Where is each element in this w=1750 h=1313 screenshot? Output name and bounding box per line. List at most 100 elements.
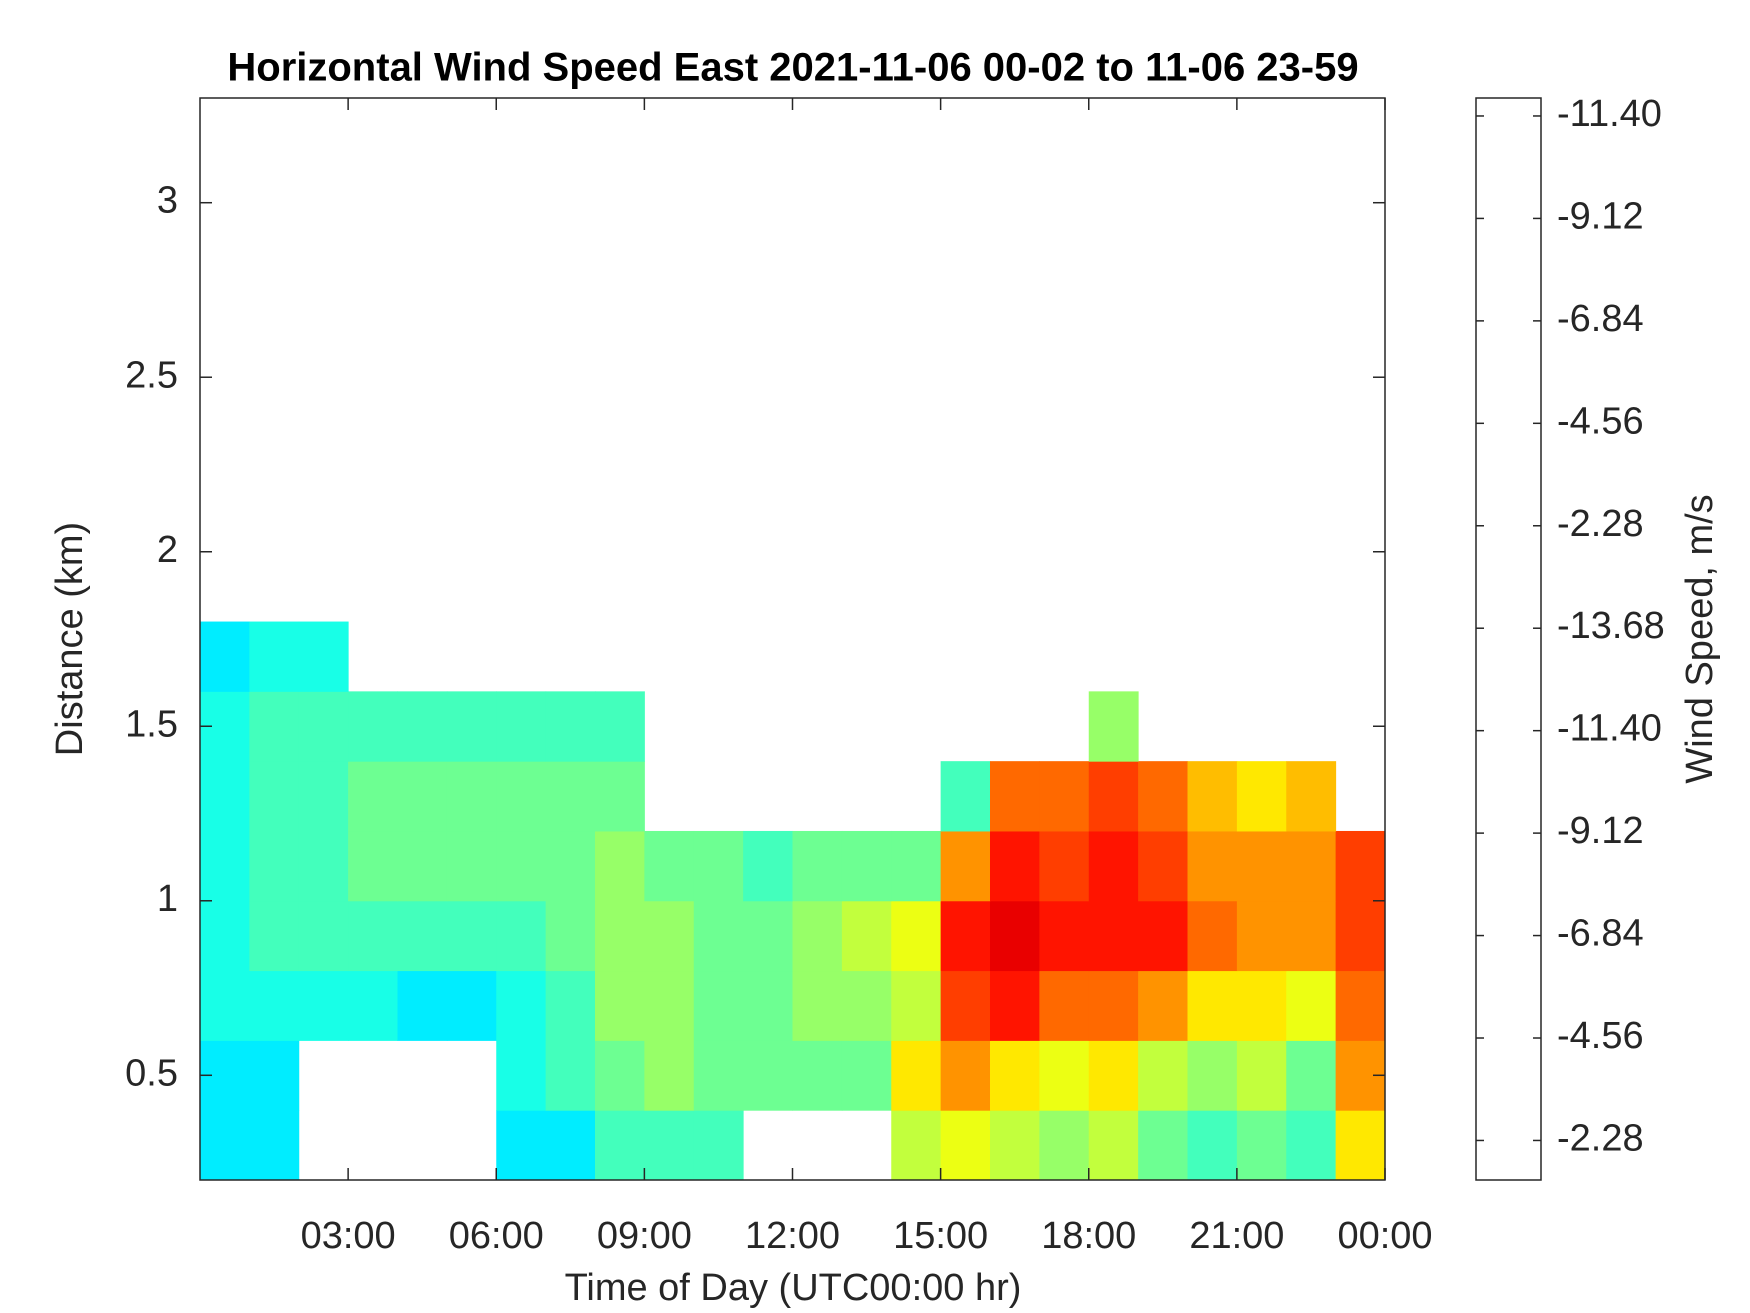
heat-cell — [990, 970, 1040, 1041]
heat-cell — [496, 1110, 547, 1181]
heat-cell — [1236, 970, 1287, 1041]
heat-cell — [298, 970, 349, 1041]
x-tick-label: 00:00 — [1337, 1215, 1432, 1257]
heat-cell — [1039, 830, 1090, 902]
heat-cell — [348, 691, 398, 762]
heat-cell — [446, 970, 497, 1041]
heat-cell — [1138, 1040, 1188, 1111]
heat-cell — [693, 900, 744, 972]
heat-cell — [1039, 1040, 1090, 1111]
heat-cell — [1187, 830, 1238, 902]
heat-cell — [446, 900, 497, 972]
heat-cell — [891, 830, 942, 902]
heat-cell — [792, 970, 843, 1041]
heat-cell — [1286, 761, 1337, 832]
heat-cell — [545, 900, 596, 972]
heat-cell — [1088, 900, 1139, 972]
heat-cell — [397, 900, 448, 972]
heat-cell — [249, 691, 300, 762]
heat-cell — [200, 900, 250, 972]
colorbar-tick-label: -4.56 — [1557, 1015, 1644, 1057]
heat-cell — [1138, 900, 1188, 972]
heat-cell — [545, 970, 596, 1041]
heat-cell — [200, 970, 250, 1041]
heat-cell — [249, 970, 300, 1041]
heat-cell — [1335, 830, 1386, 902]
heat-cell — [940, 1110, 991, 1181]
heat-cell — [940, 830, 991, 902]
heat-cell — [693, 1040, 744, 1111]
heat-cell — [496, 900, 547, 972]
colorbar-tick-label: -9.12 — [1557, 195, 1644, 237]
heat-cell — [990, 900, 1040, 972]
heat-cell — [595, 761, 645, 832]
heat-cell — [1335, 900, 1386, 972]
heat-cell — [200, 830, 250, 902]
colorbar-tick-label: -2.28 — [1557, 503, 1644, 545]
heat-cell — [990, 1040, 1040, 1111]
heat-cell — [348, 761, 398, 832]
heat-cell — [1286, 1040, 1337, 1111]
heat-cell — [644, 970, 695, 1041]
x-tick-label: 12:00 — [745, 1215, 840, 1257]
heat-cell — [644, 900, 695, 972]
heat-cell — [200, 621, 250, 692]
heat-cell — [496, 1040, 547, 1111]
heat-cell — [841, 970, 892, 1041]
colorbar-tick-label: -11.40 — [1557, 93, 1662, 135]
heat-cell — [891, 970, 942, 1041]
y-tick-label: 0.5 — [125, 1052, 178, 1094]
heat-cell — [792, 830, 843, 902]
heat-cell — [200, 761, 250, 832]
heat-cell — [1138, 830, 1188, 902]
colorbar-label: Wind Speed, m/s — [1679, 494, 1721, 783]
heat-cell — [397, 970, 448, 1041]
heat-cell — [693, 830, 744, 902]
heat-cell — [1088, 691, 1139, 762]
x-axis-label: Time of Day (UTC00:00 hr) — [565, 1267, 1022, 1309]
heat-cell — [249, 900, 300, 972]
heat-cell — [348, 970, 398, 1041]
heat-cell — [792, 1040, 843, 1111]
heat-cell — [1138, 761, 1188, 832]
heat-cell — [1286, 900, 1337, 972]
heat-cell — [200, 1110, 250, 1181]
heat-cell — [1187, 1040, 1238, 1111]
y-tick-label: 3 — [157, 180, 178, 222]
heat-cell — [1286, 1110, 1337, 1181]
colorbar-tick-label: -11.40 — [1557, 708, 1662, 750]
heat-cell — [940, 970, 991, 1041]
heat-cell — [545, 1110, 596, 1181]
heat-cell — [1236, 761, 1287, 832]
heat-cell — [545, 1040, 596, 1111]
colorbar-tick-label: -13.68 — [1557, 605, 1665, 647]
x-tick-label: 15:00 — [893, 1215, 988, 1257]
heat-cell — [496, 691, 547, 762]
x-tick-label: 03:00 — [301, 1215, 396, 1257]
heat-cell — [1187, 970, 1238, 1041]
heat-cell — [545, 691, 596, 762]
x-tick-label: 06:00 — [449, 1215, 544, 1257]
heat-cell — [545, 761, 596, 832]
heat-cell — [990, 830, 1040, 902]
heat-cell — [595, 691, 645, 762]
heat-cell — [249, 1040, 300, 1111]
heat-cell — [1335, 1110, 1386, 1181]
chart-title: Horizontal Wind Speed East 2021-11-06 00… — [227, 46, 1358, 90]
heat-cell — [1039, 970, 1090, 1041]
heat-cell — [1039, 761, 1090, 832]
heat-cell — [1138, 970, 1188, 1041]
heat-cell — [1138, 1110, 1188, 1181]
y-tick-label: 1.5 — [125, 703, 178, 745]
colorbar — [1475, 97, 1542, 1181]
heat-cell — [743, 970, 793, 1041]
heat-cell — [298, 900, 349, 972]
heat-cell — [1236, 1110, 1287, 1181]
heat-cell — [940, 761, 991, 832]
heat-cell — [1187, 1110, 1238, 1181]
heat-cell — [891, 1040, 942, 1111]
y-tick-label: 2.5 — [125, 354, 178, 396]
heat-cell — [446, 830, 497, 902]
heat-cell — [397, 691, 448, 762]
x-tick-label: 18:00 — [1041, 1215, 1136, 1257]
